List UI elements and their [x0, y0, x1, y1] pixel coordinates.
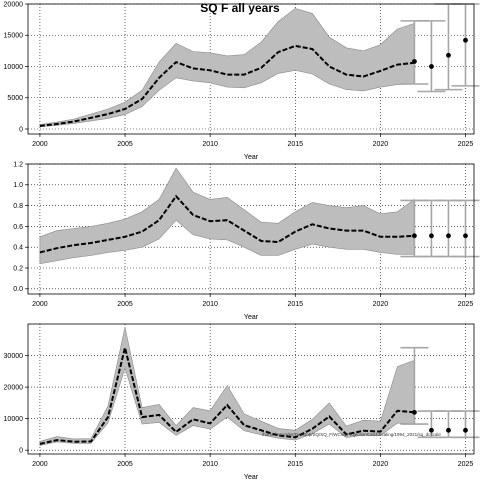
p3-ytick-label: 0 [19, 448, 23, 455]
p2-median-line [39, 194, 415, 254]
p3-xtick-label: 2015 [287, 461, 303, 468]
p2-xtick-label: 2020 [373, 301, 389, 308]
p1-confidence-band [39, 8, 415, 128]
p3-plot-frame [27, 323, 475, 455]
p1-xtick-label: 2020 [373, 141, 389, 148]
p3-confidence-band [39, 327, 415, 446]
panel-3: 2000 2005 2010 2015 2020 2025 0 10000 20000 30000… [4, 323, 480, 480]
p3-xtick-label: 2025 [458, 461, 474, 468]
p3-xaxis-label: Year [244, 474, 259, 480]
panel-2: 2000 2005 2010 2015 2020 2025 0.0 0.2 0.4 0.6 0.8 1… [13, 161, 480, 321]
p2-ytick-label: 0.2 [13, 265, 23, 272]
p1-projection-point [429, 64, 434, 69]
p3-xtick-label: 2010 [202, 461, 218, 468]
p2-projection-point [446, 233, 451, 239]
p2-confidence-band [39, 167, 415, 265]
p2-xtick-label: 2005 [117, 301, 133, 308]
p1-ytick-label: 15000 [4, 33, 24, 40]
p2-ytick-label: 1.2 [13, 161, 23, 168]
p2-ytick-label: 0.0 [13, 286, 23, 293]
p3-median-line [39, 347, 415, 445]
p3-xtick-label: 2000 [32, 461, 48, 468]
panel-1: 2000 2005 2010 2015 2020 2025 0 5000 10000 15000 2… [4, 1, 480, 161]
panel-gap-mask [0, 322, 480, 324]
panel-gap-mask [0, 162, 480, 164]
p2-projection-point [412, 233, 417, 239]
p2-ytick-label: 0.8 [13, 203, 23, 210]
p2-projection-point [463, 233, 468, 239]
p1-projection-point [446, 52, 451, 58]
p2-ytick-label: 0.6 [13, 224, 23, 231]
p1-projection-point [412, 59, 417, 64]
p1-xtick-label: 2000 [32, 141, 48, 148]
p1-ytick-label: 10000 [4, 64, 24, 71]
p1-ytick-label: 0 [19, 126, 23, 133]
p3-ytick-label: 20000 [4, 385, 24, 392]
p3-xtick-label: 2020 [373, 461, 389, 468]
p1-xtick-label: 2015 [287, 141, 303, 148]
p3-projection-point [463, 427, 468, 433]
p2-projection-point [429, 233, 434, 239]
p3-xtick-label: 2005 [117, 461, 133, 468]
p1-xtick-label: 2025 [458, 141, 474, 148]
p2-xtick-label: 2010 [202, 301, 218, 308]
p2-ytick-label: 1.0 [13, 182, 23, 189]
p2-ytick-label: 0.4 [13, 245, 23, 252]
figure-title: SQ F all years [200, 1, 280, 15]
p2-plot-frame [27, 163, 475, 295]
p2-xtick-label: 2015 [287, 301, 303, 308]
p2-xtick-label: 2000 [32, 301, 48, 308]
p2-xtick-label: 2025 [458, 301, 474, 308]
p3-projection-point [429, 427, 434, 433]
p1-xaxis-label: Year [244, 154, 259, 161]
p3-projection-point [412, 409, 417, 415]
p3-ytick-label: 10000 [4, 416, 24, 423]
p1-xtick-label: 2010 [202, 141, 218, 148]
p1-median-line [39, 44, 415, 127]
p3-ytick-label: 30000 [4, 353, 24, 360]
p1-xtick-label: 2005 [117, 141, 133, 148]
p1-ytick-label: 5000 [7, 95, 23, 102]
p1-projection-point [463, 37, 468, 43]
p1-ytick-label: 20000 [4, 1, 24, 8]
p3-projection-point [446, 427, 451, 433]
p2-xaxis-label: Year [244, 314, 259, 321]
run-path-note: /home/maunder/Desktop/SQ/SQ_F/WCsq/Proje… [262, 432, 441, 437]
p1-plot-frame [27, 3, 475, 135]
